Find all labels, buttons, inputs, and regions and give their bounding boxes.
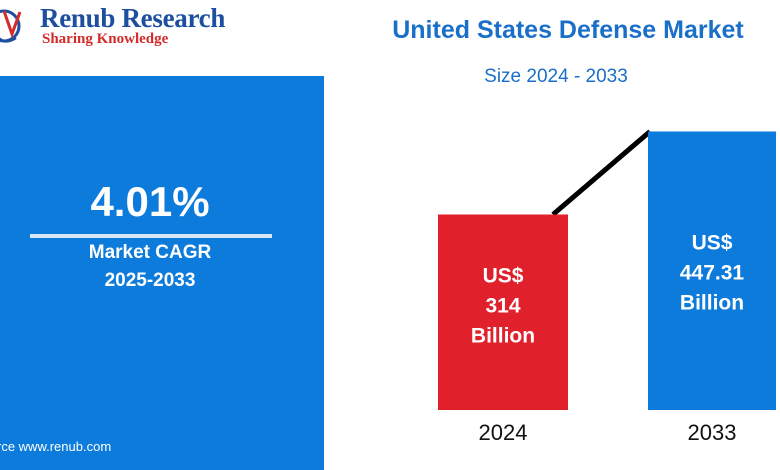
cagr-period: 2025-2033: [104, 270, 196, 291]
brand-tagline: Sharing Knowledge: [42, 31, 169, 47]
source-text: rce www.renub.com: [0, 439, 112, 454]
x-tick-label: 2033: [688, 420, 737, 445]
bar-data-label: Billion: [471, 324, 535, 347]
cagr-label: Market CAGR: [88, 242, 212, 263]
cagr-panel: 4.01% Market CAGR 2025-2033 rce www.renu…: [0, 76, 324, 470]
cagr-value: 4.01%: [90, 178, 210, 225]
bar-data-label: Billion: [680, 291, 744, 314]
bar-2024: [438, 214, 568, 410]
chart-subtitle: Size 2024 - 2033: [484, 66, 628, 87]
chart-title: United States Defense Market: [392, 16, 744, 44]
brand-name: Renub Research: [40, 3, 226, 33]
logo: Renub Research Sharing Knowledge: [0, 0, 260, 60]
bar-data-label: 314: [485, 294, 520, 317]
cagr-divider: [30, 234, 272, 238]
bar-data-label: US$: [483, 264, 524, 287]
bar-data-label: 447.31: [680, 261, 745, 284]
x-tick-label: 2024: [479, 420, 528, 445]
logo-mark-icon: [0, 9, 22, 43]
bar-2033: [648, 131, 776, 411]
trend-line: [551, 129, 652, 217]
bar-data-label: US$: [692, 231, 733, 254]
